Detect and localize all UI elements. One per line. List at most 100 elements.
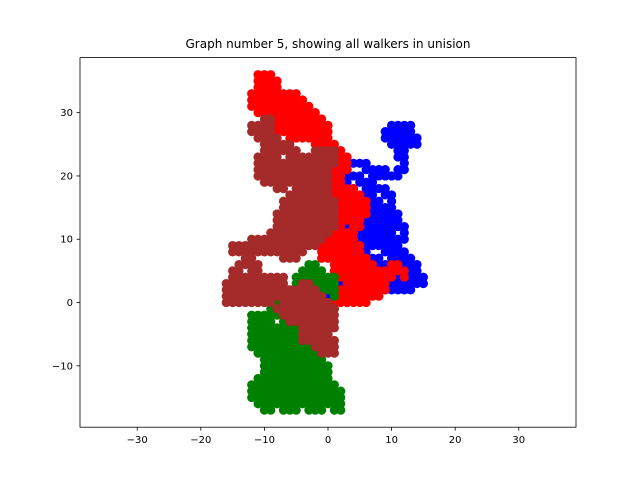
- data-point: [386, 171, 397, 181]
- data-point: [380, 133, 390, 143]
- data-point: [272, 101, 282, 111]
- data-point: [323, 380, 333, 390]
- data-point: [355, 196, 365, 206]
- data-point: [323, 342, 333, 352]
- data-point: [285, 133, 295, 143]
- data-point: [253, 285, 263, 295]
- data-point: [310, 259, 320, 270]
- data-point: [297, 209, 308, 219]
- data-point: [374, 278, 384, 289]
- data-point: [266, 335, 276, 346]
- data-point: [253, 120, 263, 130]
- data-point: [259, 133, 270, 143]
- data-point: [259, 310, 270, 320]
- data-point: [304, 209, 314, 219]
- data-point: [310, 297, 320, 308]
- data-point: [310, 373, 320, 384]
- data-point: [278, 367, 289, 377]
- data-point: [259, 240, 270, 251]
- data-point: [393, 278, 403, 289]
- data-point: [285, 329, 295, 339]
- data-point: [317, 177, 327, 187]
- data-point: [348, 228, 359, 238]
- data-point: [323, 247, 333, 257]
- data-point: [278, 234, 289, 244]
- data-point: [406, 127, 416, 137]
- data-point: [361, 253, 371, 263]
- data-point: [278, 209, 289, 219]
- data-point: [266, 405, 276, 415]
- data-point: [380, 285, 390, 295]
- data-point: [380, 127, 390, 137]
- data-point: [342, 272, 352, 282]
- data-point: [304, 272, 314, 282]
- data-point: [304, 215, 314, 225]
- data-point: [278, 228, 289, 238]
- data-point: [253, 342, 263, 352]
- data-point: [412, 278, 422, 289]
- data-point: [285, 348, 295, 358]
- data-point: [234, 259, 244, 270]
- data-point: [323, 392, 333, 403]
- data-point: [297, 190, 308, 200]
- data-point: [259, 234, 270, 244]
- data-point: [310, 215, 320, 225]
- data-point: [399, 221, 409, 232]
- data-point: [291, 399, 301, 409]
- data-point: [285, 399, 295, 409]
- data-point: [285, 361, 295, 371]
- data-point: [380, 165, 390, 175]
- data-point: [367, 234, 378, 244]
- data-point: [266, 152, 276, 162]
- data-point: [259, 278, 270, 289]
- data-point: [285, 392, 295, 403]
- data-point: [291, 240, 301, 251]
- data-point: [329, 228, 339, 238]
- data-point: [297, 177, 308, 187]
- data-point: [291, 285, 301, 295]
- data-point: [240, 285, 250, 295]
- data-point: [253, 95, 263, 105]
- data-point: [278, 139, 289, 149]
- data-point: [285, 152, 295, 162]
- data-point: [393, 285, 403, 295]
- data-point: [304, 152, 314, 162]
- data-point: [247, 127, 257, 137]
- data-point: [247, 329, 257, 339]
- data-point: [406, 272, 416, 282]
- data-point: [361, 190, 371, 200]
- data-point: [304, 120, 314, 130]
- data-point: [317, 386, 327, 396]
- data-point: [374, 202, 384, 213]
- data-point: [247, 386, 257, 396]
- data-point: [329, 380, 339, 390]
- data-point: [291, 152, 301, 162]
- data-point: [329, 202, 339, 213]
- data-point: [266, 392, 276, 403]
- data-point: [259, 272, 270, 282]
- data-point: [323, 234, 333, 244]
- data-point: [399, 133, 409, 143]
- data-point: [304, 335, 314, 346]
- data-point: [234, 291, 244, 301]
- data-point: [297, 342, 308, 352]
- data-point: [367, 171, 378, 181]
- data-point: [291, 272, 301, 282]
- data-point: [285, 240, 295, 251]
- data-point: [386, 253, 397, 263]
- data-point: [259, 146, 270, 156]
- data-point: [393, 240, 403, 251]
- data-point: [310, 228, 320, 238]
- data-point: [317, 139, 327, 149]
- data-point: [393, 152, 403, 162]
- data-point: [399, 247, 409, 257]
- data-point: [310, 158, 320, 168]
- data-point: [259, 89, 270, 99]
- data-point: [348, 158, 359, 168]
- data-point: [291, 196, 301, 206]
- data-point: [374, 196, 384, 206]
- data-point: [380, 190, 390, 200]
- data-point: [266, 329, 276, 339]
- data-point: [380, 234, 390, 244]
- data-point: [272, 386, 282, 396]
